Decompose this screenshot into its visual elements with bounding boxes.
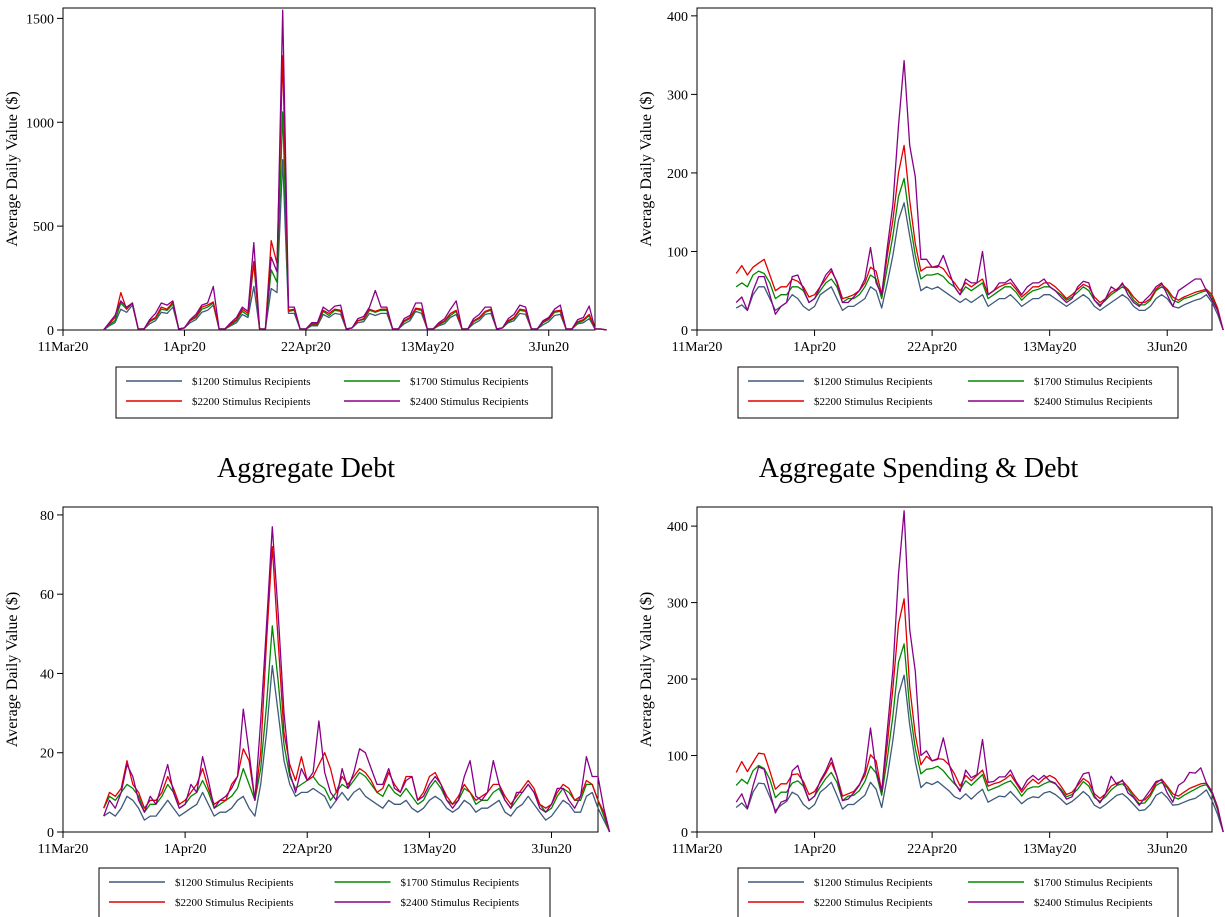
y-tick-label: 400 <box>667 10 688 25</box>
legend-label: $1200 Stimulus Recipients <box>192 376 311 388</box>
y-tick-label: 100 <box>667 245 688 260</box>
legend-box <box>98 867 551 917</box>
legend-box <box>737 366 1179 419</box>
y-tick-label: 1000 <box>26 116 54 131</box>
legend-label: $1700 Stimulus Recipients <box>410 376 529 388</box>
legend-box <box>115 366 553 419</box>
plot-frame <box>696 7 1213 331</box>
series-line <box>103 55 607 331</box>
y-tick-label: 200 <box>667 167 688 182</box>
series-line <box>103 545 611 833</box>
series-line <box>735 59 1224 331</box>
y-tick-label: 400 <box>667 520 688 535</box>
x-tick-label: 22Apr20 <box>281 340 331 355</box>
y-tick-label: 0 <box>681 324 688 339</box>
series-line <box>735 177 1224 331</box>
y-tick-label: 100 <box>667 750 688 765</box>
y-tick-label: 200 <box>667 673 688 688</box>
plot-frame <box>62 7 596 331</box>
legend-label: $2200 Stimulus Recipients <box>175 897 294 909</box>
x-tick-label: 1Apr20 <box>164 842 207 857</box>
x-tick-label: 13May20 <box>1023 340 1077 355</box>
x-tick-label: 11Mar20 <box>38 842 89 857</box>
y-tick-label: 80 <box>40 509 54 524</box>
x-tick-label: 3Jun20 <box>1147 340 1187 355</box>
legend-label: $1700 Stimulus Recipients <box>401 877 520 889</box>
x-tick-label: 11Mar20 <box>38 340 89 355</box>
x-tick-label: 1Apr20 <box>793 340 836 355</box>
y-axis-label: Average Daily Value ($) <box>4 91 21 246</box>
y-tick-label: 20 <box>40 747 54 762</box>
y-tick-label: 1500 <box>26 12 54 27</box>
x-tick-label: 13May20 <box>1023 842 1077 857</box>
chart-aggregate-debt: 0 20 40 60 80 11Mar20 1Apr20 22Apr20 13May20 3Jun… <box>4 506 611 917</box>
plot-frame <box>62 506 599 833</box>
y-tick-label: 300 <box>667 88 688 103</box>
x-tick-label: 3Jun20 <box>1147 842 1187 857</box>
x-tick-label: 3Jun20 <box>531 842 571 857</box>
legend-label: $1200 Stimulus Recipients <box>814 877 933 889</box>
y-tick-label: 40 <box>40 667 54 682</box>
y-tick-label: 0 <box>681 826 688 841</box>
chart-aggregate-spending: 0 500 1000 1500 11Mar20 1Apr20 22Apr20 13May20 3… <box>4 7 607 419</box>
x-tick-label: 3Jun20 <box>529 340 569 355</box>
y-tick-label: 500 <box>33 220 54 235</box>
series-line <box>103 664 611 833</box>
x-tick-label: 22Apr20 <box>907 340 957 355</box>
series-line <box>735 643 1224 833</box>
legend-label: $1200 Stimulus Recipients <box>175 877 294 889</box>
panel-bottom-left: Aggregate Debt 0 20 40 60 80 11Mar20 1Apr20 22A… <box>0 430 612 917</box>
series-line <box>735 510 1224 833</box>
legend-label: $1200 Stimulus Recipients <box>814 376 933 388</box>
series-line <box>735 202 1224 331</box>
series-line <box>103 111 607 331</box>
x-tick-label: 22Apr20 <box>282 842 332 857</box>
series-line <box>735 674 1224 833</box>
chart-aggregate-spending-low-income: 0 100 200 300 400 11Mar20 1Apr20 22Apr20 13May20… <box>638 7 1224 419</box>
legend-label: $2200 Stimulus Recipients <box>192 396 311 408</box>
x-tick-label: 1Apr20 <box>163 340 206 355</box>
y-tick-label: 0 <box>47 826 54 841</box>
legend-label: $2200 Stimulus Recipients <box>814 897 933 909</box>
legend-label: $2400 Stimulus Recipients <box>410 396 529 408</box>
plot-frame <box>696 506 1213 833</box>
legend-label: $1700 Stimulus Recipients <box>1034 877 1153 889</box>
chart-title: Aggregate Spending & Debt <box>758 453 1079 484</box>
x-tick-label: 13May20 <box>403 842 457 857</box>
series-line <box>103 526 611 833</box>
legend-label: $2200 Stimulus Recipients <box>814 396 933 408</box>
legend-box <box>737 867 1179 917</box>
series-line <box>103 625 611 833</box>
legend-label: $2400 Stimulus Recipients <box>401 897 520 909</box>
y-tick-label: 0 <box>47 324 54 339</box>
panel-top-right: 0 100 200 300 400 11Mar20 1Apr20 22Apr20 13May20… <box>612 0 1225 430</box>
y-axis-label: Average Daily Value ($) <box>4 592 21 747</box>
x-tick-label: 11Mar20 <box>672 340 723 355</box>
x-tick-label: 13May20 <box>400 340 454 355</box>
legend-label: $2400 Stimulus Recipients <box>1034 897 1153 909</box>
series-line <box>102 9 607 331</box>
x-tick-label: 1Apr20 <box>793 842 836 857</box>
legend-label: $1700 Stimulus Recipients <box>1034 376 1153 388</box>
x-tick-label: 22Apr20 <box>907 842 957 857</box>
series-line <box>103 159 607 331</box>
y-axis-label: Average Daily Value ($) <box>638 592 655 747</box>
legend-label: $2400 Stimulus Recipients <box>1034 396 1153 408</box>
panel-bottom-right: Aggregate Spending & Debt 0 100 200 300 400 1… <box>612 430 1225 917</box>
y-tick-label: 60 <box>40 588 54 603</box>
y-axis-label: Average Daily Value ($) <box>638 91 655 246</box>
y-tick-label: 300 <box>667 597 688 612</box>
chart-aggregate-spending-and-debt: 0 100 200 300 400 11Mar20 1Apr20 22Apr20 13May20… <box>638 506 1224 917</box>
chart-title: Aggregate Debt <box>216 453 396 484</box>
panel-top-left: 0 500 1000 1500 11Mar20 1Apr20 22Apr20 13May20 3… <box>0 0 612 430</box>
x-tick-label: 11Mar20 <box>672 842 723 857</box>
